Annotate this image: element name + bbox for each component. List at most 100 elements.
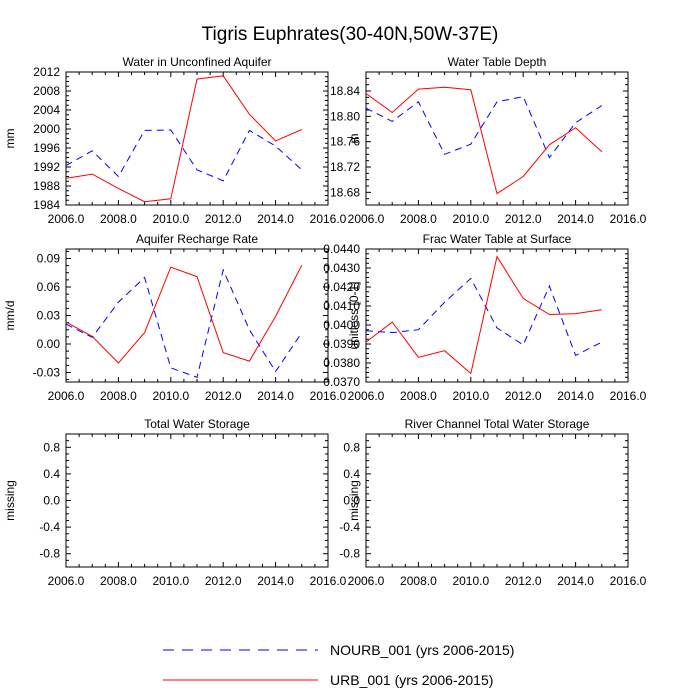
y-tick-label: 2008 [33, 84, 60, 98]
panel-river-channel-total-water-storage: River Channel Total Water Storage 2006.0 2… [339, 417, 646, 588]
series-line-urb-001-yrs-2006-2015 [65, 264, 303, 364]
y-tick-label: 0.00 [37, 337, 61, 351]
x-tick-label: 2008.0 [100, 389, 137, 403]
y-tick-label: -0.03 [33, 366, 61, 380]
y-tick-label: 2004 [33, 103, 60, 117]
y-tick-label: 0.09 [37, 252, 61, 266]
x-tick-label: 2016.0 [310, 212, 347, 226]
y-tick-label: 1996 [33, 141, 60, 155]
panel-title: Water in Unconfined Aquifer [123, 55, 272, 69]
series-line-urb-001-yrs-2006-2015 [65, 75, 302, 203]
series-line-nourb-001-yrs-2006-2015 [65, 129, 303, 182]
y-tick-label: 2000 [33, 122, 60, 136]
legend-item-nourb-001-yrs-2006-2015: NOURB_001 (yrs 2006-2015) [163, 642, 514, 658]
x-tick-label: 2010.0 [152, 574, 189, 588]
y-tick-label: 1988 [33, 179, 60, 193]
plot-frame [65, 71, 329, 206]
y-axis-label: missing [3, 480, 17, 521]
x-tick-label: 2012.0 [205, 212, 242, 226]
series-line-nourb-001-yrs-2006-2015 [365, 277, 603, 357]
x-tick-label: 2006.0 [348, 389, 385, 403]
x-tick-label: 2016.0 [610, 574, 647, 588]
x-tick-label: 2014.0 [257, 212, 294, 226]
panel-water-in-unconfined-aquifer: Water in Unconfined Aquifer 2006.0 2008.0 2… [3, 55, 347, 226]
panel-title: River Channel Total Water Storage [405, 417, 590, 431]
y-tick-label: -0.8 [39, 547, 60, 561]
x-tick-label: 2008.0 [100, 574, 137, 588]
y-axis-label: mm/d [3, 301, 17, 331]
y-tick-label: 0.0400 [323, 318, 360, 332]
legend-label: URB_001 (yrs 2006-2015) [330, 672, 493, 688]
plot-frame [65, 248, 329, 383]
y-axis-label: m [347, 134, 361, 144]
x-tick-label: 2014.0 [557, 574, 594, 588]
y-tick-label: 0.03 [37, 309, 61, 323]
y-tick-label: 0.4 [343, 467, 360, 481]
y-tick-label: -0.8 [339, 547, 360, 561]
legend: NOURB_001 (yrs 2006-2015) URB_001 (yrs 20… [163, 642, 514, 688]
y-ticks [366, 248, 628, 383]
x-ticks [365, 434, 629, 567]
y-tick-label: 0.8 [343, 440, 360, 454]
x-ticks [65, 249, 329, 382]
series-line-urb-001-yrs-2006-2015 [365, 255, 602, 375]
panel-title: Total Water Storage [144, 417, 250, 431]
y-tick-label: 0.0370 [323, 375, 360, 389]
x-tick-label: 2010.0 [152, 212, 189, 226]
y-tick-label: 0.4 [43, 467, 60, 481]
x-tick-label: 2008.0 [400, 574, 437, 588]
x-tick-label: 2014.0 [557, 389, 594, 403]
y-ticks [366, 71, 628, 206]
y-tick-label: 18.80 [330, 109, 360, 123]
x-tick-label: 2010.0 [452, 574, 489, 588]
x-tick-label: 2012.0 [505, 389, 542, 403]
y-tick-label: 1984 [33, 198, 60, 212]
x-tick-label: 2012.0 [505, 574, 542, 588]
y-axis-label: missing [347, 480, 361, 521]
y-tick-label: 0.0 [43, 494, 60, 508]
legend-label: NOURB_001 (yrs 2006-2015) [330, 642, 514, 658]
x-tick-label: 2008.0 [100, 212, 137, 226]
y-ticks [66, 433, 328, 568]
y-ticks [366, 433, 628, 568]
x-tick-label: 2006.0 [348, 212, 385, 226]
y-tick-label: 0.0 [343, 494, 360, 508]
y-tick-label: 0.06 [37, 280, 61, 294]
y-tick-label: 0.0380 [323, 356, 360, 370]
y-tick-label: 0.8 [43, 440, 60, 454]
x-tick-label: 2016.0 [610, 212, 647, 226]
x-ticks [65, 434, 329, 567]
y-axis-label: unitless [0-1] [347, 281, 361, 349]
series-line-nourb-001-yrs-2006-2015 [65, 268, 303, 378]
series-line-urb-001-yrs-2006-2015 [365, 86, 603, 195]
panel-water-table-depth: Water Table Depth 2006.0 2008.0 2010.0 2012.… [330, 55, 647, 226]
y-tick-label: 0.0430 [323, 261, 360, 275]
y-tick-label: -0.4 [39, 520, 60, 534]
x-tick-label: 2008.0 [400, 389, 437, 403]
x-tick-label: 2012.0 [205, 389, 242, 403]
x-tick-label: 2006.0 [48, 389, 85, 403]
y-ticks [66, 250, 328, 381]
legend-item-urb-001-yrs-2006-2015: URB_001 (yrs 2006-2015) [163, 672, 493, 688]
y-tick-label: 0.0420 [323, 280, 360, 294]
x-tick-label: 2010.0 [452, 389, 489, 403]
panel-total-water-storage: Total Water Storage 2006.0 2008.0 2010.0 201… [3, 417, 347, 588]
y-tick-label: 18.76 [330, 135, 360, 149]
y-axis-label: mm [3, 129, 17, 149]
y-tick-label: 18.68 [330, 185, 360, 199]
x-tick-label: 2016.0 [610, 389, 647, 403]
panel-title: Aquifer Recharge Rate [136, 232, 258, 246]
x-tick-label: 2010.0 [452, 212, 489, 226]
y-tick-label: 2012 [33, 65, 60, 79]
x-tick-label: 2012.0 [505, 212, 542, 226]
x-tick-label: 2010.0 [152, 389, 189, 403]
plot-frame [65, 433, 329, 568]
y-tick-label: 0.0390 [323, 337, 360, 351]
plot-frame [365, 71, 629, 206]
y-tick-label: -0.4 [339, 520, 360, 534]
x-ticks [65, 72, 329, 205]
y-tick-label: 0.0410 [323, 299, 360, 313]
panel-title: Frac Water Table at Surface [423, 232, 572, 246]
x-tick-label: 2014.0 [257, 389, 294, 403]
